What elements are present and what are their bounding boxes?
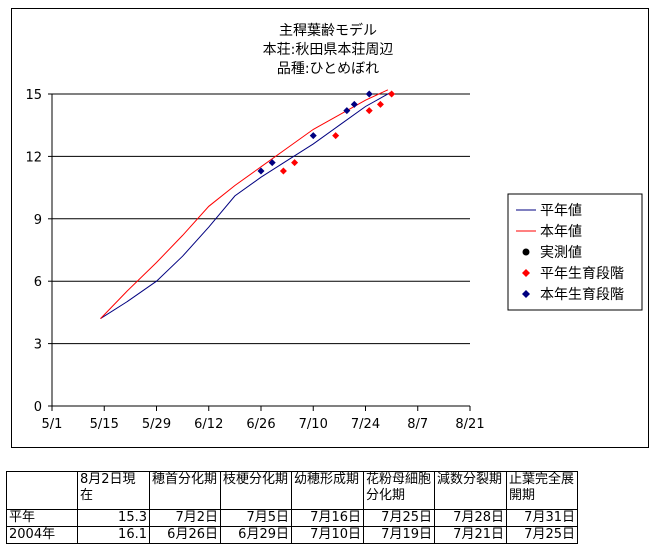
- table-cell: 7月10日: [291, 526, 364, 544]
- table-cell: 6月29日: [220, 526, 292, 544]
- legend-diamond-1: [522, 290, 530, 298]
- y-tick-label: 0: [34, 400, 42, 415]
- stage-marker-0: [388, 90, 396, 98]
- x-tick-label: 7/24: [351, 417, 380, 432]
- stage-marker-0: [376, 100, 384, 108]
- table-header-cell: 穂首分化期: [149, 471, 221, 510]
- stage-marker-1: [257, 167, 265, 175]
- table-header-cell: 幼穂形成期: [291, 471, 364, 510]
- legend-box: [507, 193, 643, 311]
- chart-title-line-2: 本荘:秋田県本荘周辺: [263, 42, 394, 58]
- table-cell: 7月25日: [363, 509, 435, 527]
- table-cell: 7月16日: [291, 509, 364, 527]
- x-tick-label: 6/12: [194, 417, 223, 432]
- table-cell: 7月31日: [506, 509, 578, 527]
- legend-label: 本年値: [540, 224, 582, 240]
- table-row: 2004年 16.1 6月26日 6月29日 7月10日 7月19日 7月21日…: [6, 526, 578, 544]
- legend-label: 本年生育段階: [540, 287, 624, 303]
- y-tick-label: 3: [34, 338, 42, 353]
- y-tick-label: 15: [25, 88, 42, 103]
- stage-marker-1: [309, 132, 317, 140]
- chart-title: 主稈葉齢モデル 本荘:秋田県本荘周辺 品種:ひとめぼれ: [263, 22, 394, 77]
- legend-label: 実測値: [540, 245, 582, 261]
- chart-title-line-1: 主稈葉齢モデル: [279, 22, 377, 39]
- stage-marker-1: [268, 159, 276, 167]
- table-cell: 15.3: [77, 509, 150, 527]
- stage-marker-0: [279, 167, 287, 175]
- table-header-cell: 花粉母細胞分化期: [363, 471, 435, 510]
- x-tick-label: 5/29: [142, 417, 171, 432]
- table-row-label: 平年: [6, 509, 78, 527]
- y-tick-label: 9: [34, 213, 42, 228]
- legend-dot: [522, 248, 530, 256]
- table-header-cell: 減数分裂期: [434, 471, 507, 510]
- table-header-cell: 止葉完全展開期: [506, 471, 578, 510]
- chart-frame: 主稈葉齢モデル 本荘:秋田県本荘周辺 品種:ひとめぼれ 0 3 6 9 12 15 5/1 5…: [11, 8, 649, 448]
- stage-marker-1: [350, 100, 358, 108]
- stage-marker-1: [365, 90, 373, 98]
- table-header-row: 8月2日現在 穂首分化期 枝梗分化期 幼穂形成期 花粉母細胞分化期 減数分裂期 …: [6, 471, 578, 510]
- stage-marker-0: [365, 107, 373, 115]
- stage-table: 8月2日現在 穂首分化期 枝梗分化期 幼穂形成期 花粉母細胞分化期 減数分裂期 …: [6, 471, 578, 544]
- stage-marker-0: [291, 159, 299, 167]
- series-line-0: [100, 91, 392, 320]
- legend-label: 平年値: [540, 203, 582, 219]
- x-tick-label: 7/10: [299, 417, 328, 432]
- table-row-label: 2004年: [6, 526, 78, 544]
- y-tick-label: 6: [34, 275, 42, 290]
- stage-marker-1: [343, 107, 351, 115]
- table-cell: 7月5日: [220, 509, 292, 527]
- x-tick-label: 6/26: [246, 417, 275, 432]
- plot-area: 0 3 6 9 12 15 5/1 5/15 5/29 6/12 6/26 7/10 7/24 8/7 8/…: [25, 88, 484, 432]
- series-line-1: [100, 89, 389, 319]
- stage-marker-0: [332, 132, 340, 140]
- table-header-cell: [6, 471, 78, 510]
- legend-label: 平年生育段階: [540, 266, 624, 282]
- table-cell: 7月28日: [434, 509, 507, 527]
- table-row: 平年 15.3 7月2日 7月5日 7月16日 7月25日 7月28日 7月31…: [6, 509, 578, 527]
- x-tick-label: 5/1: [42, 417, 63, 432]
- x-tick-label: 8/21: [455, 417, 484, 432]
- x-tick-label: 5/15: [90, 417, 119, 432]
- legend-diamond-0: [522, 269, 530, 277]
- table-cell: 7月25日: [506, 526, 578, 544]
- table-header-cell: 8月2日現在: [77, 471, 150, 510]
- chart-title-line-3: 品種:ひとめぼれ: [277, 61, 379, 77]
- table-cell: 7月19日: [363, 526, 435, 544]
- y-tick-label: 12: [25, 150, 42, 165]
- table-header-cell: 枝梗分化期: [220, 471, 292, 510]
- x-tick-label: 8/7: [407, 417, 428, 432]
- table-cell: 6月26日: [149, 526, 221, 544]
- table-cell: 7月2日: [149, 509, 221, 527]
- table-cell: 7月21日: [434, 526, 507, 544]
- table-cell: 16.1: [77, 526, 150, 544]
